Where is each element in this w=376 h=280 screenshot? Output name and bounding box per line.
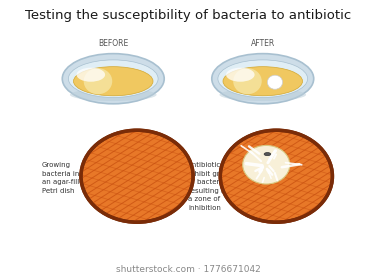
Text: Antibiotics
inhibit growth
of bacteria,
resulting in
a zone of
inhibition: Antibiotics inhibit growth of bacteria, …	[188, 162, 237, 211]
Ellipse shape	[62, 54, 164, 104]
Text: Testing the susceptibility of bacteria to antibiotic: Testing the susceptibility of bacteria t…	[25, 9, 351, 22]
Circle shape	[243, 145, 290, 184]
Circle shape	[220, 130, 332, 222]
Text: AFTER: AFTER	[251, 39, 275, 48]
Ellipse shape	[264, 153, 271, 156]
Ellipse shape	[212, 54, 314, 104]
Ellipse shape	[68, 60, 158, 97]
Text: BEFORE: BEFORE	[98, 39, 128, 48]
Ellipse shape	[70, 88, 156, 101]
Ellipse shape	[218, 60, 308, 97]
Ellipse shape	[220, 88, 306, 101]
Ellipse shape	[84, 68, 112, 94]
Circle shape	[81, 130, 193, 222]
Text: Growing
bacteria in
an agar-filled
Petri dish: Growing bacteria in an agar-filled Petri…	[42, 162, 88, 194]
Ellipse shape	[233, 68, 262, 94]
Ellipse shape	[73, 67, 153, 96]
Ellipse shape	[267, 75, 283, 89]
Text: shutterstock.com · 1776671042: shutterstock.com · 1776671042	[116, 265, 260, 274]
Ellipse shape	[77, 68, 105, 82]
Ellipse shape	[223, 67, 303, 96]
Ellipse shape	[226, 68, 255, 82]
